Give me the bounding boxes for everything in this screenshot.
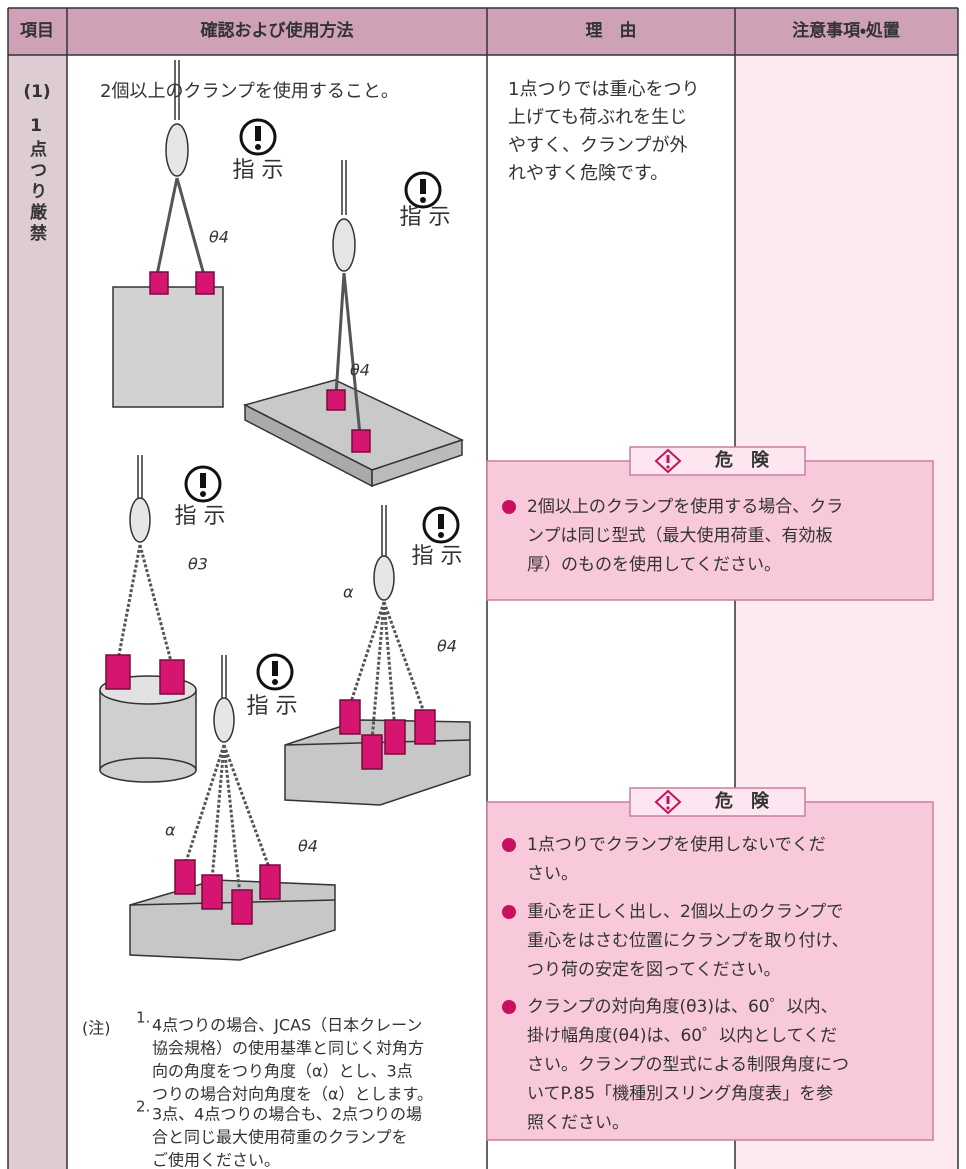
- bullet: [502, 1000, 516, 1014]
- angle-label: θ4: [209, 228, 229, 247]
- item-column: [8, 55, 67, 1169]
- note-line: 合と同じ最大使用荷重のクランプを: [152, 1128, 408, 1147]
- angle-label: θ4: [350, 361, 370, 380]
- column-header: 注意事項・処置: [792, 20, 900, 41]
- danger-line: ンプは同じ型式（最大使用荷重、有効板: [527, 525, 833, 546]
- note-line: ご使用ください。: [152, 1151, 280, 1169]
- note-number: 1.: [136, 1009, 150, 1027]
- danger-line: 重心をはさむ位置にクランプを取り付け、: [527, 931, 849, 951]
- angle-label: α: [165, 821, 176, 840]
- danger-line: 照ください。: [527, 1113, 629, 1133]
- icon-label: 指 示: [247, 694, 298, 719]
- reason-line: 上げても荷ぶれを生じ: [508, 107, 687, 128]
- icon-label: 指 示: [400, 205, 451, 230]
- danger-heading: 危 険: [714, 449, 770, 471]
- note-line: 3点、4点つりの場合も、2点つりの場: [152, 1105, 422, 1124]
- bullet: [502, 905, 516, 919]
- header-row: [8, 8, 958, 55]
- danger-line: 2個以上のクランプを使用する場合、クラ: [527, 496, 843, 517]
- icon-label: 指 示: [412, 544, 463, 569]
- angle-label: α: [343, 583, 354, 602]
- danger-line: さい。: [527, 864, 578, 884]
- icon-label: 指 示: [233, 158, 284, 183]
- reason-line: やすく、クランプが外: [508, 135, 687, 156]
- danger-line: 重心を正しく出し、2個以上のクランプで: [527, 902, 843, 922]
- column-header: 項目: [20, 21, 54, 41]
- angle-label: θ3: [188, 555, 208, 574]
- angle-label: θ4: [298, 837, 318, 856]
- note-line: つりの場合対向角度を（α）とします。: [152, 1085, 433, 1104]
- note-line: 協会規格）の使用基準と同じく対角方: [152, 1039, 424, 1058]
- danger-line: 厚）のものを使用してください。: [527, 554, 781, 575]
- danger-heading: 危 険: [714, 790, 770, 812]
- danger-line: クランプの対向角度(θ3)は、60゜以内、: [527, 997, 838, 1017]
- danger-line: いてP.85「機種別スリング角度表」を参: [527, 1084, 833, 1104]
- danger-box: [486, 446, 934, 601]
- note-line: 向の角度をつり角度（α）とし、3点: [152, 1062, 413, 1081]
- danger-line: さい。クランプの型式による制限角度につ: [527, 1055, 849, 1075]
- reason-line: れやすく危険です。: [508, 163, 668, 184]
- icon-label: 指 示: [175, 504, 226, 529]
- note-line: 4点つりの場合、JCAS（日本クレーン: [152, 1016, 422, 1035]
- angle-label: θ4: [437, 637, 457, 656]
- column-header: 理 由: [586, 20, 637, 41]
- bullet: [502, 500, 516, 514]
- danger-line: 掛け幅角度(θ4)は、60゜以内としてくだ: [527, 1026, 837, 1046]
- danger-line: つり荷の安定を図ってください。: [527, 960, 781, 980]
- item-number: (1): [23, 82, 50, 102]
- illustrations: [99, 60, 471, 961]
- instruction: 2個以上のクランプを使用すること。: [100, 81, 399, 102]
- column-header: 確認および使用方法: [201, 20, 354, 41]
- danger-line: 1点つりでクランプを使用しないでくだ: [527, 834, 826, 855]
- item-label: 1点つり厳禁: [26, 116, 46, 245]
- bullet: [502, 838, 516, 852]
- note-number: 2.: [136, 1098, 150, 1116]
- danger-box: [486, 787, 934, 1141]
- note-marker: (注): [82, 1019, 111, 1038]
- reason-line: 1点つりでは重心をつり: [508, 79, 699, 100]
